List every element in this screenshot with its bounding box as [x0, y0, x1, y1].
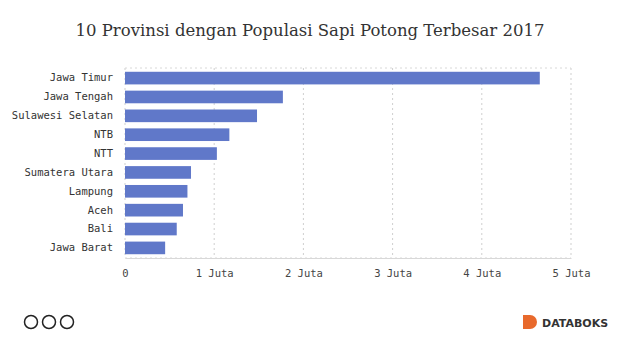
icon [43, 316, 56, 329]
grid-line [392, 68, 393, 258]
tick-label: 4 Juta [463, 267, 501, 279]
tick: Sumatera Utara [24, 166, 125, 178]
tick: Aceh [88, 204, 125, 216]
tick: 5 Juta [553, 258, 591, 279]
grid-line [571, 68, 572, 258]
logo: DATABOKS [523, 315, 608, 330]
tick: 0 [122, 258, 128, 279]
category-label: Jawa Barat [50, 241, 113, 253]
category-label: Aceh [88, 204, 113, 216]
grid-line [481, 68, 482, 258]
tick: Lampung [69, 185, 125, 197]
icon [25, 316, 38, 329]
license-icons [25, 316, 74, 329]
y-axis: Jawa Timur Jawa Tengah Sulawesi Selatan NTB… [12, 71, 125, 253]
tick: Sulawesi Selatan [12, 109, 125, 121]
category-label: NTB [94, 128, 113, 140]
tick: 4 Juta [463, 258, 501, 279]
category-label: Sulawesi Selatan [12, 109, 113, 121]
tick: NTB [94, 128, 125, 140]
tick-label: 1 Juta [196, 267, 234, 279]
bar [125, 204, 183, 217]
tick-label: 2 Juta [285, 267, 323, 279]
tick-label: 3 Juta [374, 267, 412, 279]
logo-mark [523, 315, 537, 329]
bar [125, 223, 177, 236]
grid-line [303, 68, 304, 258]
tick: Jawa Barat [50, 241, 125, 253]
bar [125, 110, 257, 123]
bar [125, 185, 187, 198]
category-label: Bali [88, 222, 113, 234]
bar [125, 128, 229, 141]
category-label: Lampung [69, 185, 113, 197]
tick-label: 5 Juta [553, 267, 591, 279]
bar [125, 72, 540, 85]
tick: 2 Juta [285, 258, 323, 279]
x-axis: 0 1 Juta 2 Juta 3 Juta 4 Juta 5 Juta [122, 258, 590, 279]
tick: Jawa Tengah [43, 90, 125, 102]
category-label: Jawa Timur [50, 71, 113, 83]
tick: 1 Juta [196, 258, 234, 279]
bars [125, 72, 540, 254]
bar [125, 91, 283, 104]
title: 10 Provinsi dengan Populasi Sapi Potong … [76, 21, 545, 40]
category-label: Sumatera Utara [24, 166, 113, 178]
tick-label: 0 [122, 267, 128, 279]
category-label: NTT [94, 147, 114, 159]
bar [125, 166, 191, 179]
tick: NTT [94, 147, 125, 159]
annotation: DATABOKS [542, 317, 608, 330]
grid [125, 68, 571, 258]
bar [125, 147, 217, 160]
frame-line [125, 258, 571, 259]
frame-line [125, 68, 571, 69]
category-label: Jawa Tengah [43, 90, 113, 102]
tick: Jawa Timur [50, 71, 125, 83]
tick: 3 Juta [374, 258, 412, 279]
bar [125, 242, 165, 255]
chart: 10 Provinsi dengan Populasi Sapi Potong … [0, 0, 620, 348]
tick: Bali [88, 222, 125, 234]
axis-line [126, 258, 572, 259]
plot: 0 1 Juta 2 Juta 3 Juta 4 Juta 5 Juta Jawa Timu… [12, 68, 591, 279]
icon [61, 316, 74, 329]
